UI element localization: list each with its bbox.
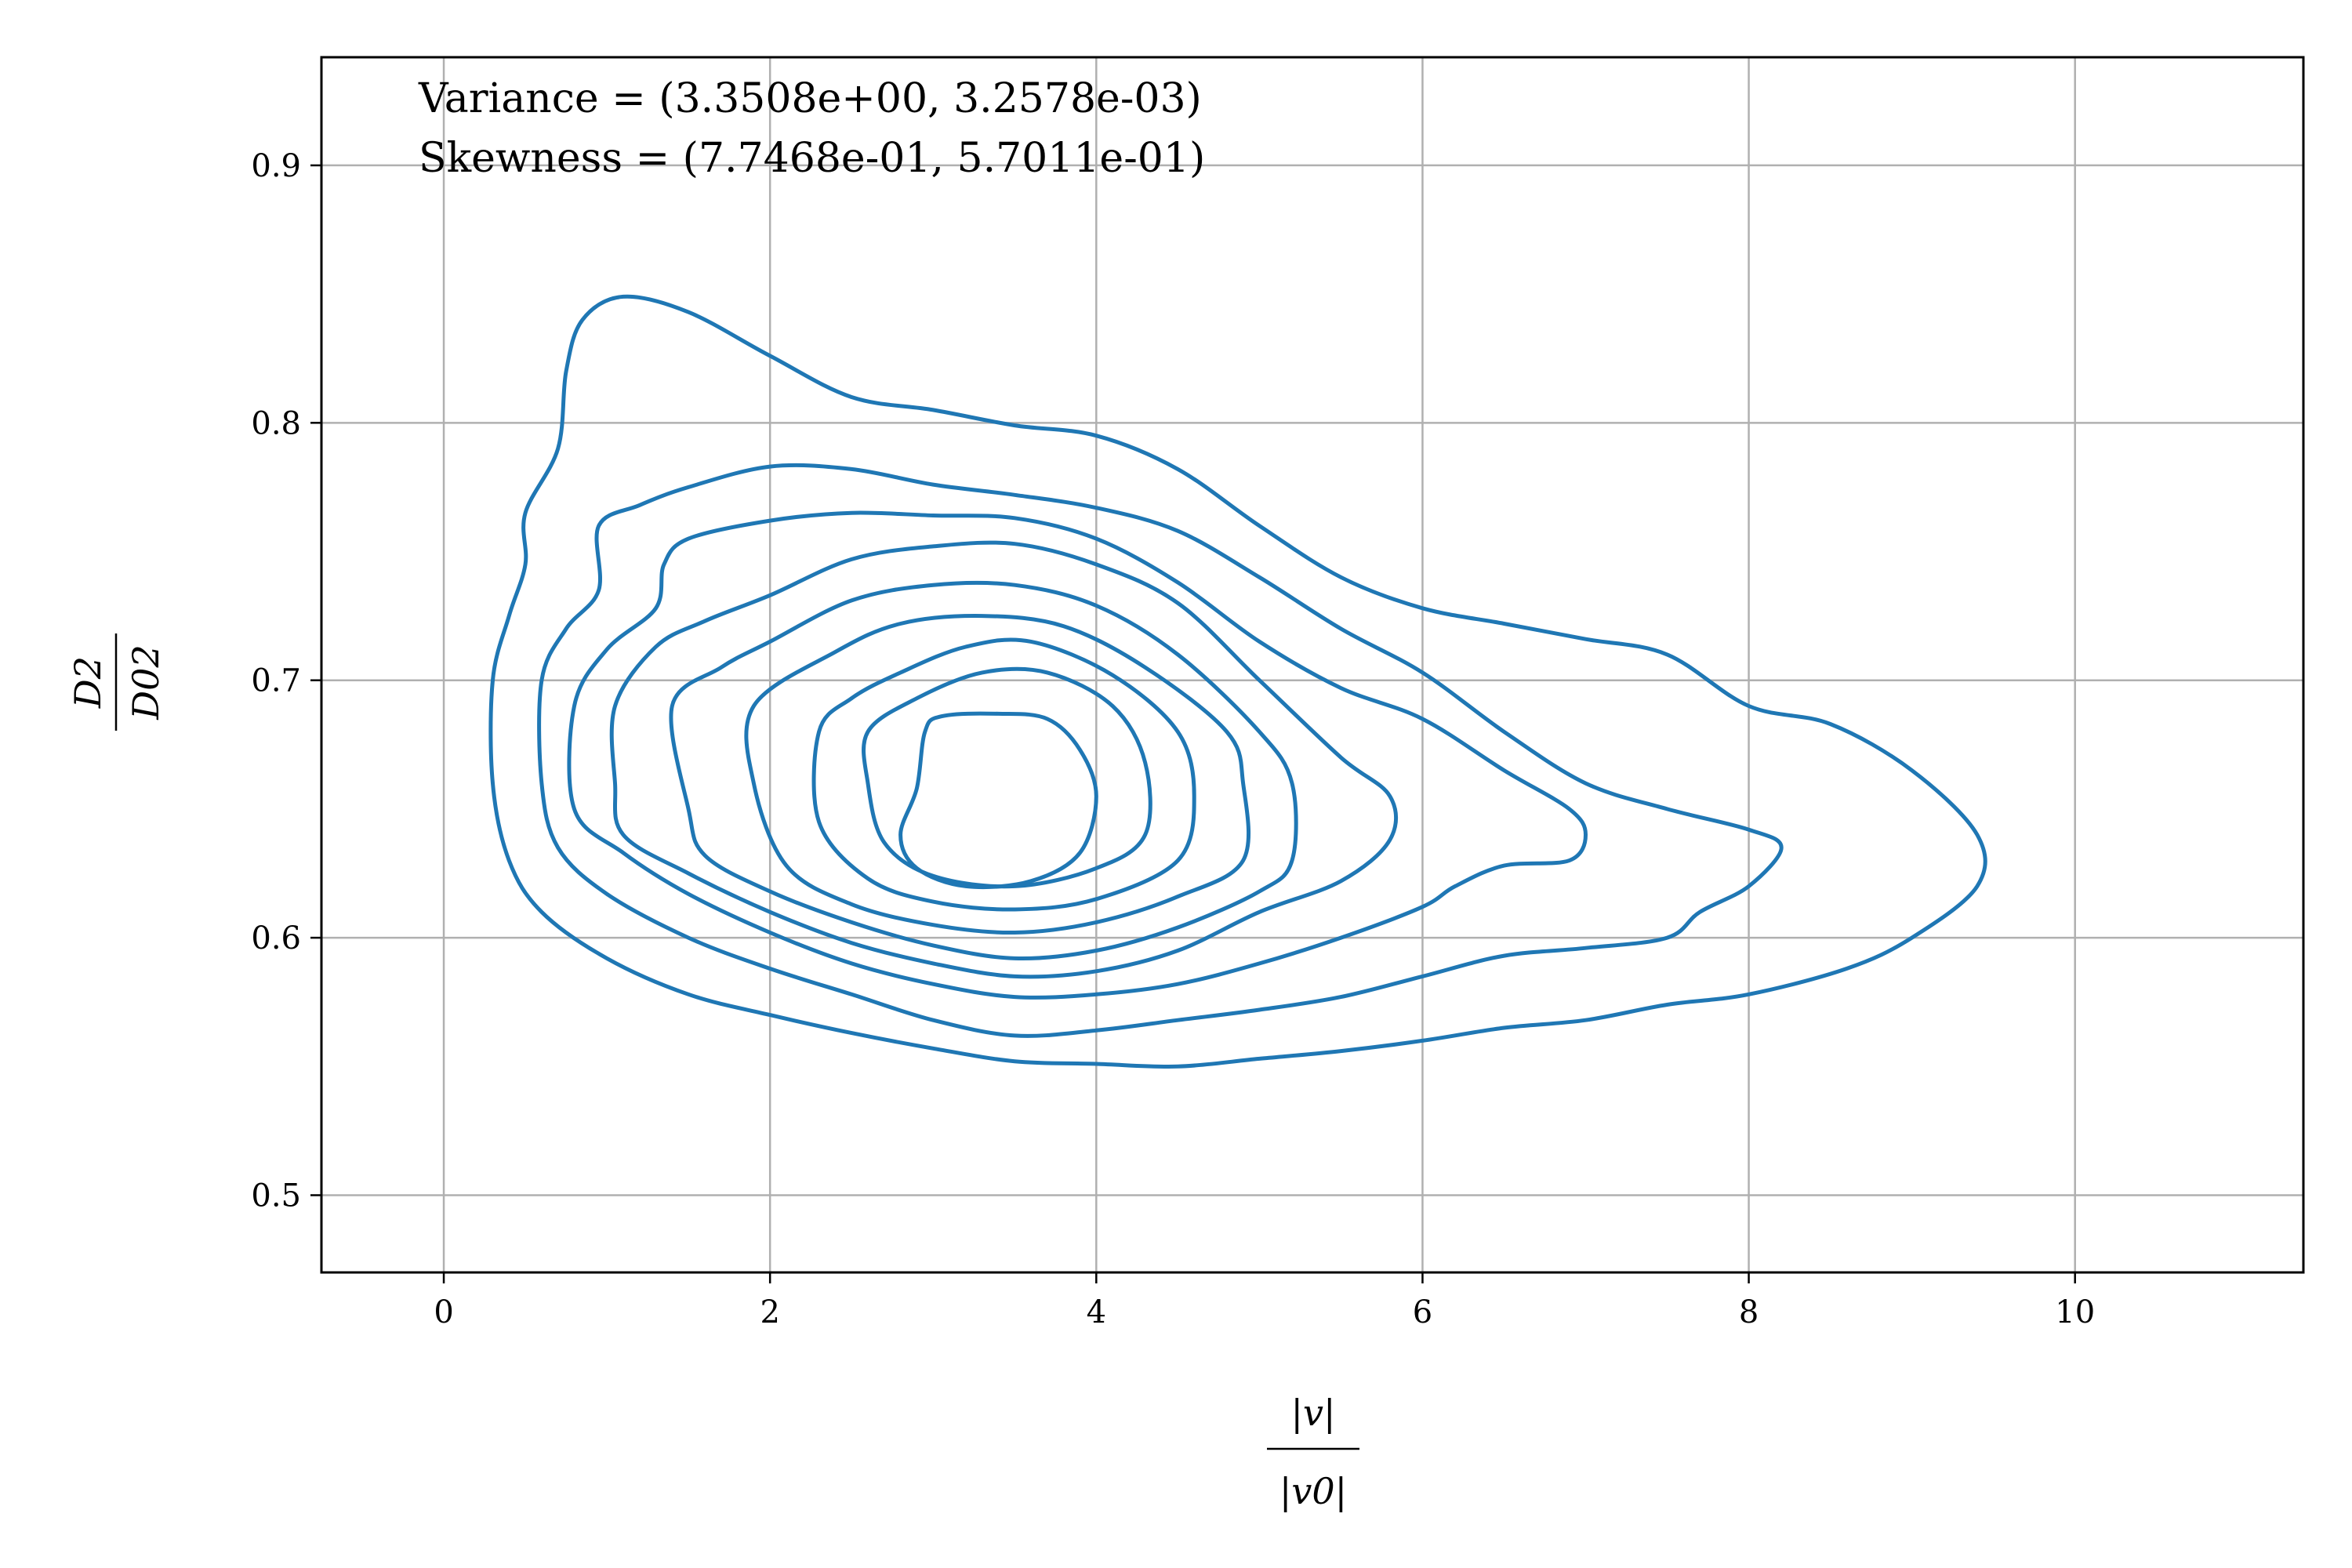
x-tick-label: 0 <box>434 1294 453 1330</box>
y-axis-label-denominator: D02 <box>125 644 167 720</box>
y-axis-label-numerator: D2 <box>67 656 109 709</box>
annotation-line-1: Variance = (3.3508e+00, 3.2578e-03) <box>418 75 1202 122</box>
contour-level-8 <box>862 666 1152 889</box>
contour-level-5 <box>669 580 1298 961</box>
y-tick-label: 0.6 <box>251 920 301 956</box>
x-tick-label: 8 <box>1739 1294 1759 1330</box>
contour-level-1 <box>488 294 1987 1069</box>
x-axis-label: |v| |v0| <box>1267 1392 1359 1512</box>
x-tick-label: 10 <box>2055 1294 2095 1330</box>
x-axis-label-numerator: |v| <box>1291 1392 1336 1434</box>
y-tick-label: 0.9 <box>251 148 301 184</box>
annotation-line-2: Skewness = (7.7468e-01, 5.7011e-01) <box>419 135 1205 182</box>
x-tick-label: 6 <box>1413 1294 1432 1330</box>
contour-lines <box>488 294 1987 1069</box>
axes-frame <box>320 56 2305 1274</box>
contour-level-3 <box>567 510 1588 1000</box>
x-axis-label-denominator: |v0| <box>1279 1470 1347 1512</box>
contour-level-9 <box>898 711 1098 890</box>
x-axis-ticks: 0 2 4 6 8 10 <box>434 1272 2095 1330</box>
y-tick-label: 0.5 <box>251 1178 301 1214</box>
y-tick-label: 0.8 <box>251 405 301 441</box>
y-axis-ticks: 0.5 0.6 0.7 0.8 0.9 <box>251 148 321 1214</box>
contour-level-2 <box>537 463 1784 1038</box>
grid <box>321 57 2303 1272</box>
y-tick-label: 0.7 <box>251 663 301 699</box>
contour-level-4 <box>609 540 1399 979</box>
x-tick-label: 4 <box>1087 1294 1106 1330</box>
x-tick-label: 2 <box>760 1294 779 1330</box>
y-axis-label: D2 D02 <box>67 633 167 731</box>
annotations: Variance = (3.3508e+00, 3.2578e-03) Skewn… <box>418 75 1205 182</box>
contour-level-7 <box>811 637 1196 912</box>
contour-level-6 <box>744 614 1251 935</box>
